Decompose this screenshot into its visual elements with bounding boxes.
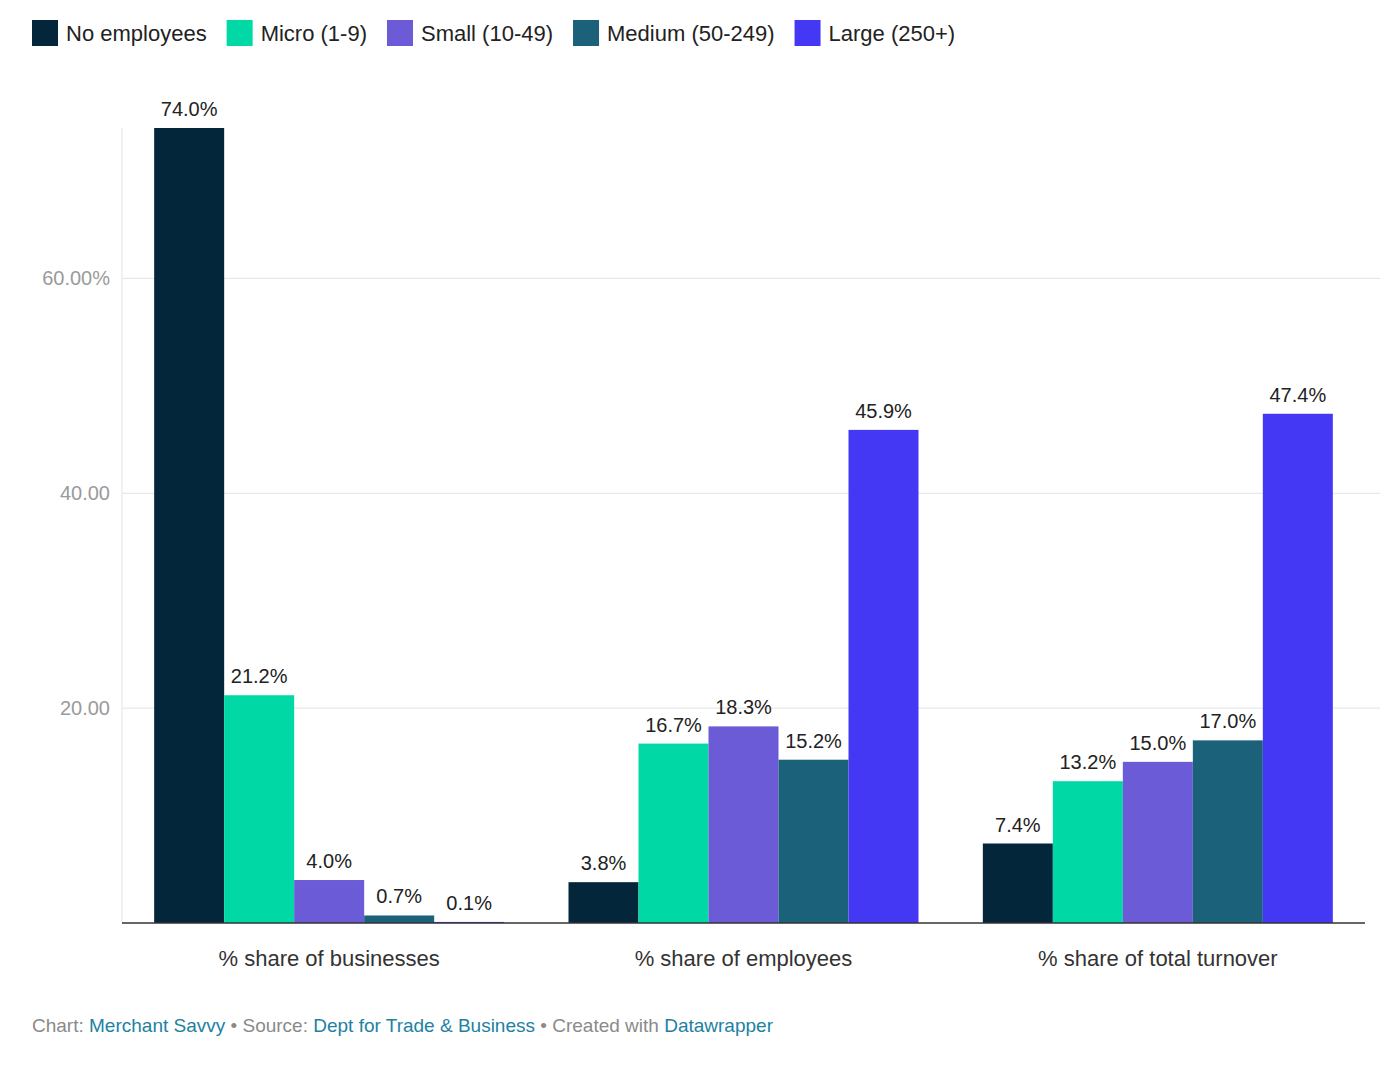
legend: No employees Micro (1-9) Small (10-49) Medi… xyxy=(32,20,955,46)
data-label: 15.0% xyxy=(1129,732,1186,754)
legend-label: Medium (50-249) xyxy=(607,21,775,46)
tick-label: 20.00 xyxy=(60,697,110,719)
footer-part: Dept for Trade & Business xyxy=(308,1015,535,1036)
bar xyxy=(1263,414,1333,923)
footer-part: • xyxy=(225,1015,237,1036)
category-label: % share of businesses xyxy=(218,946,439,971)
legend-swatch xyxy=(387,20,413,46)
data-label: 16.7% xyxy=(645,714,702,736)
footer-part: Merchant Savvy xyxy=(84,1015,226,1036)
legend-label: No employees xyxy=(66,21,207,46)
legend-label: Large (250+) xyxy=(829,21,956,46)
data-label: 47.4% xyxy=(1269,384,1326,406)
data-label: 21.2% xyxy=(231,665,288,687)
legend-swatch xyxy=(227,20,253,46)
data-label: 0.1% xyxy=(446,892,492,914)
bars xyxy=(154,128,1333,923)
bar xyxy=(779,760,849,923)
data-label: 74.0% xyxy=(161,98,218,120)
x-axis-line xyxy=(122,922,1365,924)
data-labels: 74.0% 3.8% 7.4% 21.2% 16.7% 13.2% 4.0% 18.3% 15.… xyxy=(161,98,1327,914)
legend-label: Micro (1-9) xyxy=(261,21,367,46)
bar xyxy=(709,726,779,923)
data-label: 17.0% xyxy=(1199,710,1256,732)
data-label: 15.2% xyxy=(785,730,842,752)
chart: 20.00 40.00 60.00% 74.0% 3.8% 7.4% 21.2% 16.7% 1… xyxy=(0,0,1388,1066)
category-label: % share of employees xyxy=(635,946,853,971)
tick-label: 60.00% xyxy=(42,267,110,289)
data-label: 4.0% xyxy=(306,850,352,872)
bar xyxy=(224,695,294,923)
y-axis-line xyxy=(122,128,123,923)
data-label: 7.4% xyxy=(995,814,1041,836)
legend-swatch xyxy=(573,20,599,46)
data-label: 13.2% xyxy=(1059,751,1116,773)
y-axis: 20.00 40.00 60.00% xyxy=(42,128,1380,923)
category-label: % share of total turnover xyxy=(1038,946,1278,971)
bar xyxy=(294,880,364,923)
grid-line xyxy=(122,278,1380,279)
footer-part: Source: xyxy=(237,1015,308,1036)
legend-swatch xyxy=(795,20,821,46)
data-label: 18.3% xyxy=(715,696,772,718)
bar xyxy=(849,430,919,923)
bar xyxy=(154,128,224,923)
footer: Chart: Merchant Savvy • Source: Dept for… xyxy=(32,1015,774,1036)
bar xyxy=(639,744,709,923)
bar xyxy=(1193,740,1263,923)
data-label: 0.7% xyxy=(376,885,422,907)
bar xyxy=(569,882,639,923)
bar xyxy=(364,915,434,923)
footer-part: Datawrapper xyxy=(659,1015,774,1036)
data-label: 45.9% xyxy=(855,400,912,422)
legend-label: Small (10-49) xyxy=(421,21,553,46)
tick-label: 40.00 xyxy=(60,482,110,504)
legend-swatch xyxy=(32,20,58,46)
footer-part: Created with xyxy=(547,1015,659,1036)
data-label: 3.8% xyxy=(581,852,627,874)
grid-line xyxy=(122,493,1380,494)
bar xyxy=(1123,762,1193,923)
bar xyxy=(983,844,1053,924)
footer-part: Chart: xyxy=(32,1015,84,1036)
footer-part: • xyxy=(535,1015,547,1036)
bar xyxy=(1053,781,1123,923)
